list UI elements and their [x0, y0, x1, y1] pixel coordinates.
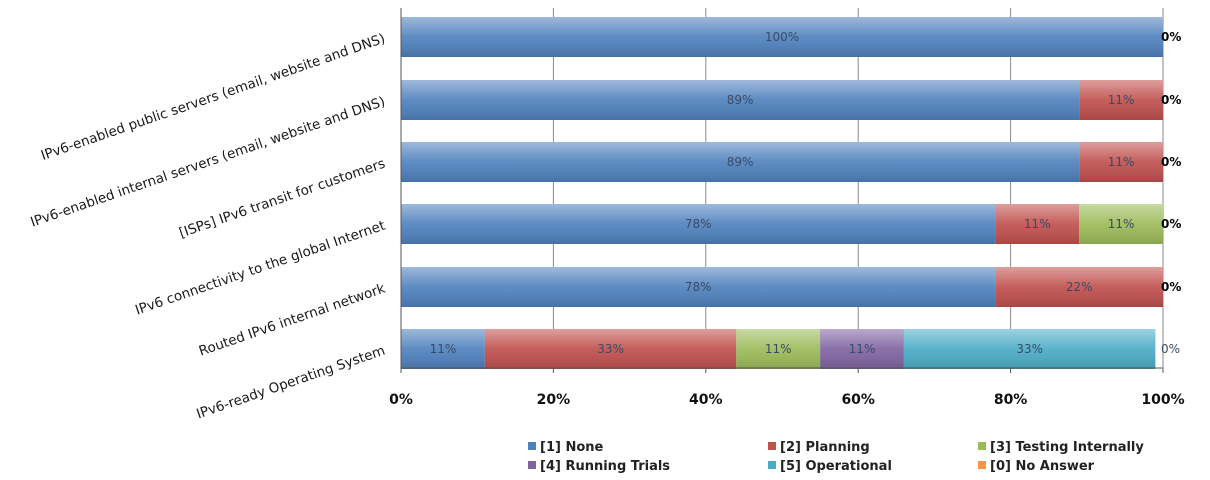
x-tick-label: 0% [389, 392, 413, 408]
legend-entry-label: [2] Planning [780, 440, 870, 455]
gridlines [401, 8, 1163, 368]
segment-label-zero: 0% [1161, 280, 1181, 294]
x-tick-label: 100% [1141, 392, 1184, 408]
segment-label: 100% [765, 30, 799, 44]
segment-label: 11% [849, 342, 876, 356]
segment-label: 78% [685, 217, 712, 231]
segment-labels: 100% 0% 89% 11% 0% 89% 11% 0% 78% 11% 11% 0% 78% 22% 0… [430, 30, 1182, 356]
segment-label-zero: 0% [1161, 342, 1180, 356]
legend-swatch [768, 461, 776, 469]
bar-segments [401, 17, 1163, 369]
legend-entry-label: [1] None [540, 440, 604, 455]
segment-label: 33% [597, 342, 624, 356]
segment-label: 11% [1108, 93, 1135, 107]
segment-label-zero: 0% [1161, 155, 1181, 169]
segment-label: 78% [685, 280, 712, 294]
legend-swatch [528, 461, 536, 469]
segment-label: 11% [430, 342, 457, 356]
segment-label: 33% [1016, 342, 1043, 356]
category-labels: IPv6-enabled public servers (email, webs… [28, 31, 387, 423]
segment-label-zero: 0% [1161, 30, 1181, 44]
x-tick-label: 20% [537, 392, 571, 408]
legend-swatch [978, 461, 986, 469]
segment-label: 89% [727, 93, 754, 107]
x-tick-label: 40% [689, 392, 723, 408]
segment-label: 11% [1024, 217, 1051, 231]
segment-label: 11% [1108, 217, 1135, 231]
legend-swatch [768, 442, 776, 450]
legend-swatch [978, 442, 986, 450]
segment-label: 22% [1066, 280, 1093, 294]
segment-label: 11% [1108, 155, 1135, 169]
category-label: IPv6-ready Operating System [195, 343, 388, 423]
legend-swatch [528, 442, 536, 450]
legend-entry-label: [5] Operational [780, 459, 892, 474]
segment-label: 11% [765, 342, 792, 356]
x-tick-label: 60% [841, 392, 875, 408]
legend-entry-label: [0] No Answer [990, 459, 1095, 474]
segment-label-zero: 0% [1161, 93, 1181, 107]
legend-entry-label: [4] Running Trials [540, 459, 670, 474]
segment-label-zero: 0% [1161, 217, 1181, 231]
category-label: IPv6-enabled public servers (email, webs… [39, 31, 387, 164]
category-label: Routed IPv6 internal network [197, 281, 388, 360]
category-label: IPv6-enabled internal servers (email, we… [28, 94, 387, 231]
x-tick-label: 80% [994, 392, 1028, 408]
legend: [1] None [2] Planning [3] Testing Internal… [528, 440, 1144, 474]
legend-entry-label: [3] Testing Internally [990, 440, 1144, 455]
segment-label: 89% [727, 155, 754, 169]
